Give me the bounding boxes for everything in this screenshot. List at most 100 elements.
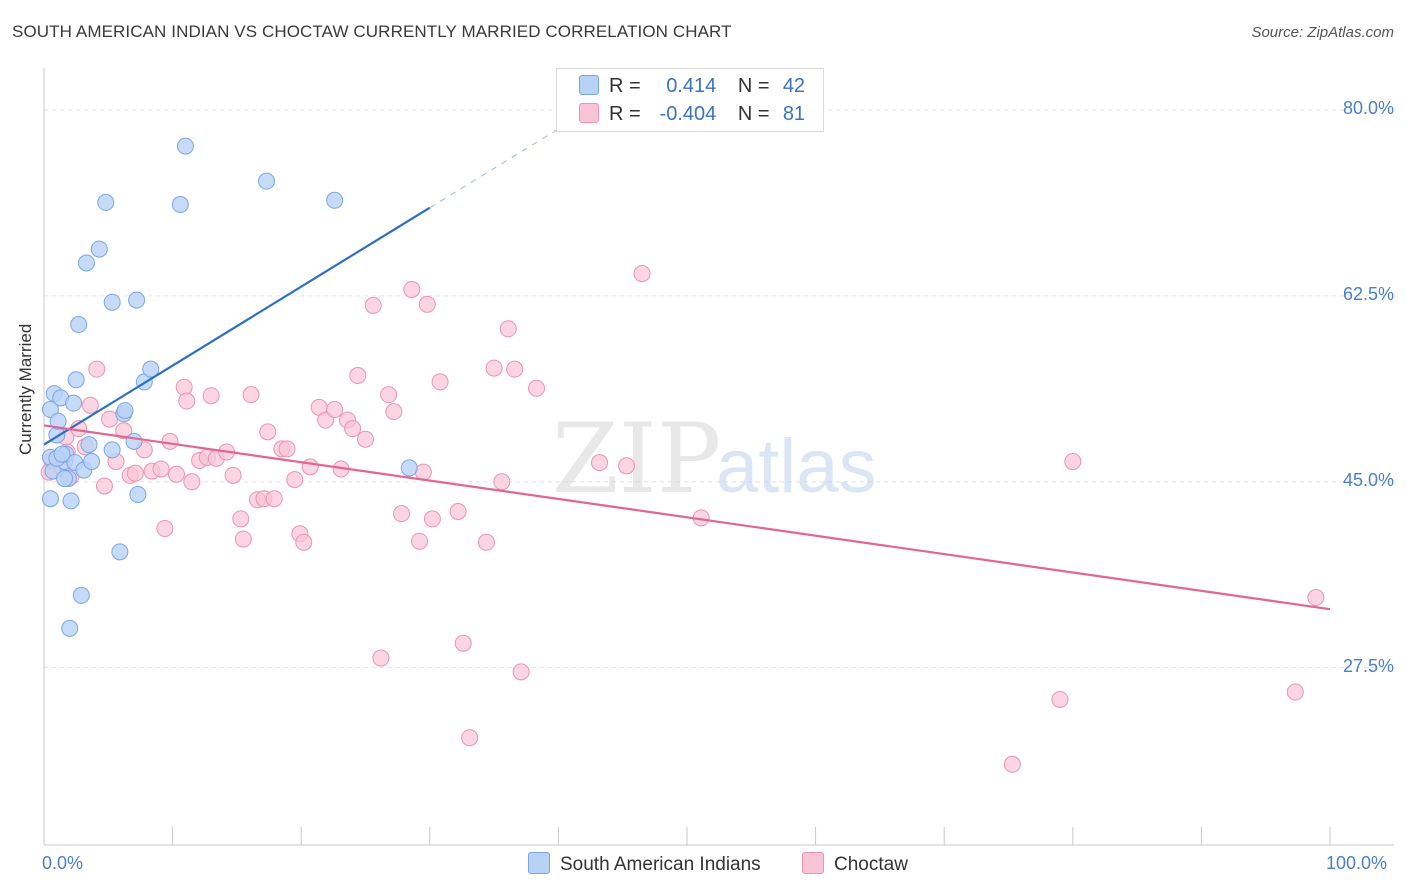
y-axis-label: Currently Married <box>16 323 35 455</box>
south-american-indian-point <box>56 470 74 488</box>
bottom-legend-choctaw: Choctaw <box>802 852 908 876</box>
choctaw-point <box>326 401 344 419</box>
choctaw-point <box>506 360 524 378</box>
south-american-indian-point <box>65 394 83 412</box>
south-american-indian-point <box>70 316 88 334</box>
choctaw-point <box>385 403 403 421</box>
trend-lines <box>43 112 1331 611</box>
south-american-indian-point <box>176 137 194 155</box>
choctaw-point <box>81 396 99 414</box>
choctaw-point <box>152 460 170 478</box>
legend-r-value: -0.404 <box>659 103 717 125</box>
choctaw-point <box>618 457 636 475</box>
south-american-indian-point <box>53 445 71 463</box>
choctaw-point <box>454 634 472 652</box>
south-american-indian-point <box>41 401 59 419</box>
choctaw-point <box>493 473 511 491</box>
south-american-indian-point <box>97 193 115 211</box>
choctaw-point <box>1307 589 1325 607</box>
choctaw-point <box>286 471 304 489</box>
x-tick-label-min: 0.0% <box>42 853 84 873</box>
south-american-indian-point <box>67 371 85 389</box>
south-american-indian-point <box>142 360 160 378</box>
choctaw-point <box>115 422 133 440</box>
choctaw-point <box>591 454 609 472</box>
legend-swatch-pink <box>579 103 599 123</box>
legend-n-label: N = <box>737 75 770 97</box>
south-american-indian-point <box>49 412 67 430</box>
south-american-indian-point <box>72 586 90 604</box>
choctaw-point <box>418 295 436 313</box>
south-american-indian-point <box>41 490 59 508</box>
choctaw-point <box>449 502 467 520</box>
bottom-legend-swatch-blue <box>528 852 550 874</box>
choctaw-points <box>40 265 1325 773</box>
choctaw-point <box>372 649 390 667</box>
legend-n-value: 81 <box>782 103 806 125</box>
choctaw-point <box>499 320 517 338</box>
south-american-indian-point <box>326 191 344 209</box>
south-american-indian-point <box>171 196 189 214</box>
legend-row-choctaw: R = -0.404 N = 81 <box>579 103 805 126</box>
choctaw-point <box>95 477 113 495</box>
choctaw-point <box>88 360 106 378</box>
choctaw-point <box>183 473 201 491</box>
bottom-legend-label: South American Indians <box>560 854 761 875</box>
choctaw-point <box>178 392 196 410</box>
watermark: ZIP atlas <box>552 403 877 515</box>
choctaw-point <box>242 386 260 404</box>
watermark-zip: ZIP <box>552 403 721 515</box>
choctaw-point <box>259 423 277 441</box>
choctaw-point <box>431 373 449 391</box>
south-american-indian-point <box>257 172 275 190</box>
choctaw-point <box>126 464 144 482</box>
choctaw-point <box>344 420 362 438</box>
choctaw-point <box>403 280 421 298</box>
legend-r-label: R = <box>609 103 641 125</box>
choctaw-point <box>477 533 495 551</box>
south-american-indian-point <box>103 293 121 311</box>
south-american-indian-point <box>103 441 121 459</box>
x-tick-label-max: 100.0% <box>1326 853 1388 873</box>
chart-title: SOUTH AMERICAN INDIAN VS CHOCTAW CURRENT… <box>12 22 732 41</box>
y-tick-label: 62.5% <box>1342 283 1394 304</box>
south-american-indian-point <box>111 543 129 561</box>
legend-n-value: 42 <box>782 75 806 97</box>
bottom-legend-swatch-pink <box>802 852 824 874</box>
choctaw-point <box>234 530 252 548</box>
choctaw-point <box>380 386 398 404</box>
choctaw-point <box>301 458 319 476</box>
legend-swatch-blue <box>579 75 599 95</box>
choctaw-point <box>393 505 411 523</box>
y-tick-label: 27.5% <box>1342 655 1394 676</box>
choctaw-point <box>528 379 546 397</box>
legend-n-label: N = <box>737 103 770 125</box>
choctaw-trendline <box>43 424 1331 611</box>
correlation-legend: R = 0.414 N = 42 R = -0.404 N = 81 <box>556 68 824 132</box>
choctaw-point <box>156 519 174 537</box>
watermark-atlas: atlas <box>716 424 877 509</box>
choctaw-point <box>202 387 220 405</box>
south-american-indian-point <box>83 453 101 471</box>
legend-row-south-american-indians: R = 0.414 N = 42 <box>579 75 805 98</box>
choctaw-point <box>224 466 242 484</box>
choctaw-point <box>161 432 179 450</box>
south-american-indian-point <box>62 492 80 510</box>
choctaw-point <box>633 265 651 283</box>
choctaw-point <box>167 465 185 483</box>
choctaw-point <box>295 533 313 551</box>
choctaw-point <box>1064 453 1082 471</box>
choctaw-point <box>1286 683 1304 701</box>
choctaw-point <box>101 410 119 428</box>
south-american-indian-point <box>129 485 147 503</box>
south-american-indian-point <box>80 436 98 454</box>
south-american-indian-point <box>125 432 143 450</box>
south-american-indian-point <box>128 291 146 309</box>
choctaw-point <box>512 663 530 681</box>
choctaw-point <box>349 367 367 385</box>
south-american-indian-points <box>41 137 418 637</box>
south-american-indian-point <box>77 254 95 272</box>
choctaw-point <box>411 532 429 550</box>
choctaw-point <box>1051 690 1069 708</box>
